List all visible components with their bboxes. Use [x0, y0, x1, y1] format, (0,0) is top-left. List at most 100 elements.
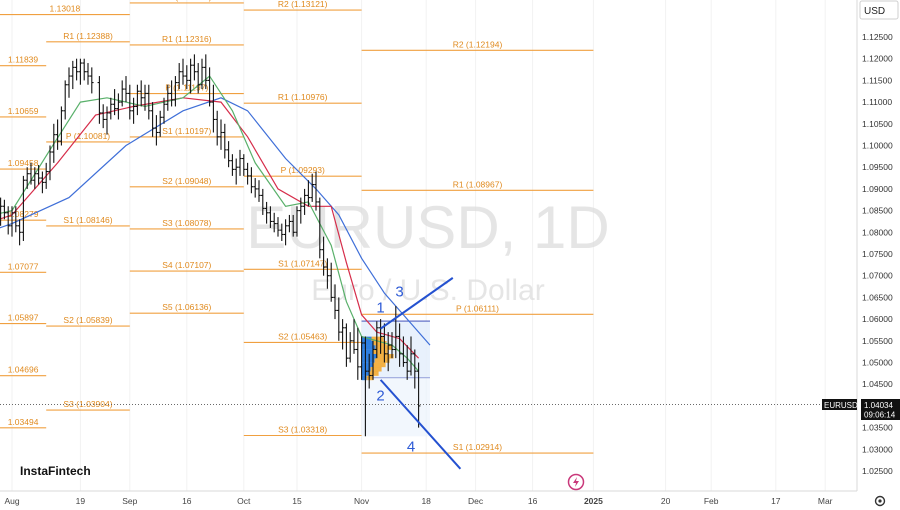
- price-tick: 1.09000: [862, 184, 893, 194]
- ohlc-bar: [21, 175, 26, 241]
- ohlc-bar: [359, 336, 364, 380]
- ohlc-bar: [287, 214, 292, 233]
- price-tick: 1.04500: [862, 379, 893, 389]
- ohlc-bar: [124, 76, 128, 103]
- ohlc-bar: [74, 58, 79, 81]
- ohlc-bar: [6, 206, 10, 235]
- time-tick: Oct: [237, 496, 251, 506]
- ohlc-bar: [405, 345, 409, 380]
- price-tag-countdown: 09:06:14: [864, 411, 896, 420]
- ohlc-bar: [40, 171, 45, 194]
- ohlc-bar: [158, 110, 162, 137]
- ohlc-bar: [234, 158, 238, 185]
- ohlc-bar: [59, 106, 64, 146]
- ohlc-bar: [116, 93, 121, 120]
- pivot-label: P (1.06111): [456, 303, 499, 313]
- ohlc-bar: [329, 262, 333, 302]
- trend-line[interactable]: [379, 379, 462, 470]
- ohlc-bar: [230, 154, 235, 176]
- ohlc-bar: [401, 336, 406, 367]
- pivot-label: S1 (1.08146): [63, 215, 112, 225]
- ohlc-bar: [120, 80, 124, 107]
- price-tag-value: 1.04034: [864, 401, 893, 410]
- ohlc-bar: [386, 332, 390, 372]
- ohlc-bar: [242, 154, 246, 176]
- ohlc-bar: [340, 319, 345, 350]
- volume-bar: [366, 375, 374, 381]
- wave-label: 2: [376, 388, 384, 405]
- volume-bar: [371, 336, 384, 342]
- ohlc-bar: [36, 165, 41, 185]
- ohlc-bar: [223, 123, 227, 159]
- ohlc-bar: [44, 162, 48, 189]
- ohlc-bar: [253, 178, 257, 198]
- ohlc-bar: [14, 206, 18, 233]
- ohlc-bar: [55, 119, 60, 150]
- ohlc-bar: [101, 104, 105, 129]
- trend-line[interactable]: [380, 277, 454, 330]
- ohlc-bar: [295, 206, 299, 237]
- ohlc-bar: [162, 97, 166, 124]
- price-axis[interactable]: [857, 0, 900, 510]
- pivot-label: R1 (1.08967): [453, 179, 503, 189]
- time-tick: Aug: [4, 496, 19, 506]
- price-tick: 1.11500: [862, 75, 892, 85]
- ohlc-bar: [169, 80, 174, 107]
- currency-selector[interactable]: USD: [859, 0, 899, 20]
- brand-logo: InstaFintech: [20, 464, 91, 478]
- ohlc-bar: [112, 89, 117, 116]
- price-tick: 1.05000: [862, 358, 893, 368]
- price-tick: 1.10500: [862, 119, 893, 129]
- pivot-label: 1.07077: [8, 261, 39, 271]
- volume-bar: [361, 336, 372, 342]
- ohlc-bar: [154, 115, 159, 146]
- ohlc-bar: [143, 84, 147, 111]
- volume-bar: [375, 345, 392, 350]
- time-axis[interactable]: [0, 491, 900, 510]
- time-tick: Nov: [354, 496, 370, 506]
- price-tag: EURUSD 1.04034 09:06:14: [822, 399, 900, 420]
- time-tick: 17: [771, 496, 781, 506]
- price-tick: 1.05500: [862, 336, 893, 346]
- ohlc-bar: [416, 362, 421, 428]
- ohlc-bar: [321, 236, 326, 276]
- price-tick: 1.12500: [862, 32, 893, 42]
- ohlc-bar: [2, 199, 7, 220]
- volume-bar: [361, 340, 374, 346]
- ohlc-bar: [185, 65, 189, 90]
- pivot-label: R2 (1.12194): [453, 39, 503, 49]
- ohlc-bar: [147, 84, 151, 120]
- price-tick: 1.06500: [862, 292, 893, 302]
- volume-bar: [361, 367, 371, 372]
- ohlc-bar: [226, 141, 231, 168]
- price-tag-symbol: EURUSD: [824, 401, 858, 410]
- ohlc-bar: [280, 223, 284, 241]
- time-tick: 15: [292, 496, 302, 506]
- pivot-label: R2 (1.13121): [278, 0, 328, 9]
- pivot-label: 1.04696: [8, 365, 39, 375]
- pivot-label: R2 (1.13286): [162, 0, 212, 2]
- price-tick: 1.08000: [862, 227, 893, 237]
- ohlc-bar: [109, 97, 113, 120]
- pivot-label: S2 (1.05839): [63, 315, 112, 325]
- volume-bar: [361, 349, 373, 355]
- ohlc-bar: [97, 76, 102, 124]
- pivot-label: 1.11839: [8, 55, 38, 65]
- pivot-label: P (1.10081): [66, 131, 110, 141]
- pivot-label: 1.13018: [50, 4, 81, 14]
- ohlc-bar: [82, 58, 86, 81]
- ohlc-bar: [215, 110, 219, 146]
- price-tick: 1.11000: [862, 97, 892, 107]
- ohlc-bar: [207, 67, 212, 107]
- lightning-icon[interactable]: [567, 473, 585, 491]
- ohlc-bar: [10, 206, 14, 237]
- pivot-label: S4 (1.07107): [162, 260, 211, 270]
- volume-bar: [361, 375, 367, 381]
- pivot-label: S1 (1.02914): [453, 442, 502, 452]
- ohlc-bar: [219, 119, 223, 150]
- gear-icon[interactable]: [874, 495, 886, 507]
- pivot-label: 1.09458: [8, 158, 39, 168]
- price-tick: 1.03500: [862, 423, 893, 433]
- ohlc-bar: [371, 340, 375, 380]
